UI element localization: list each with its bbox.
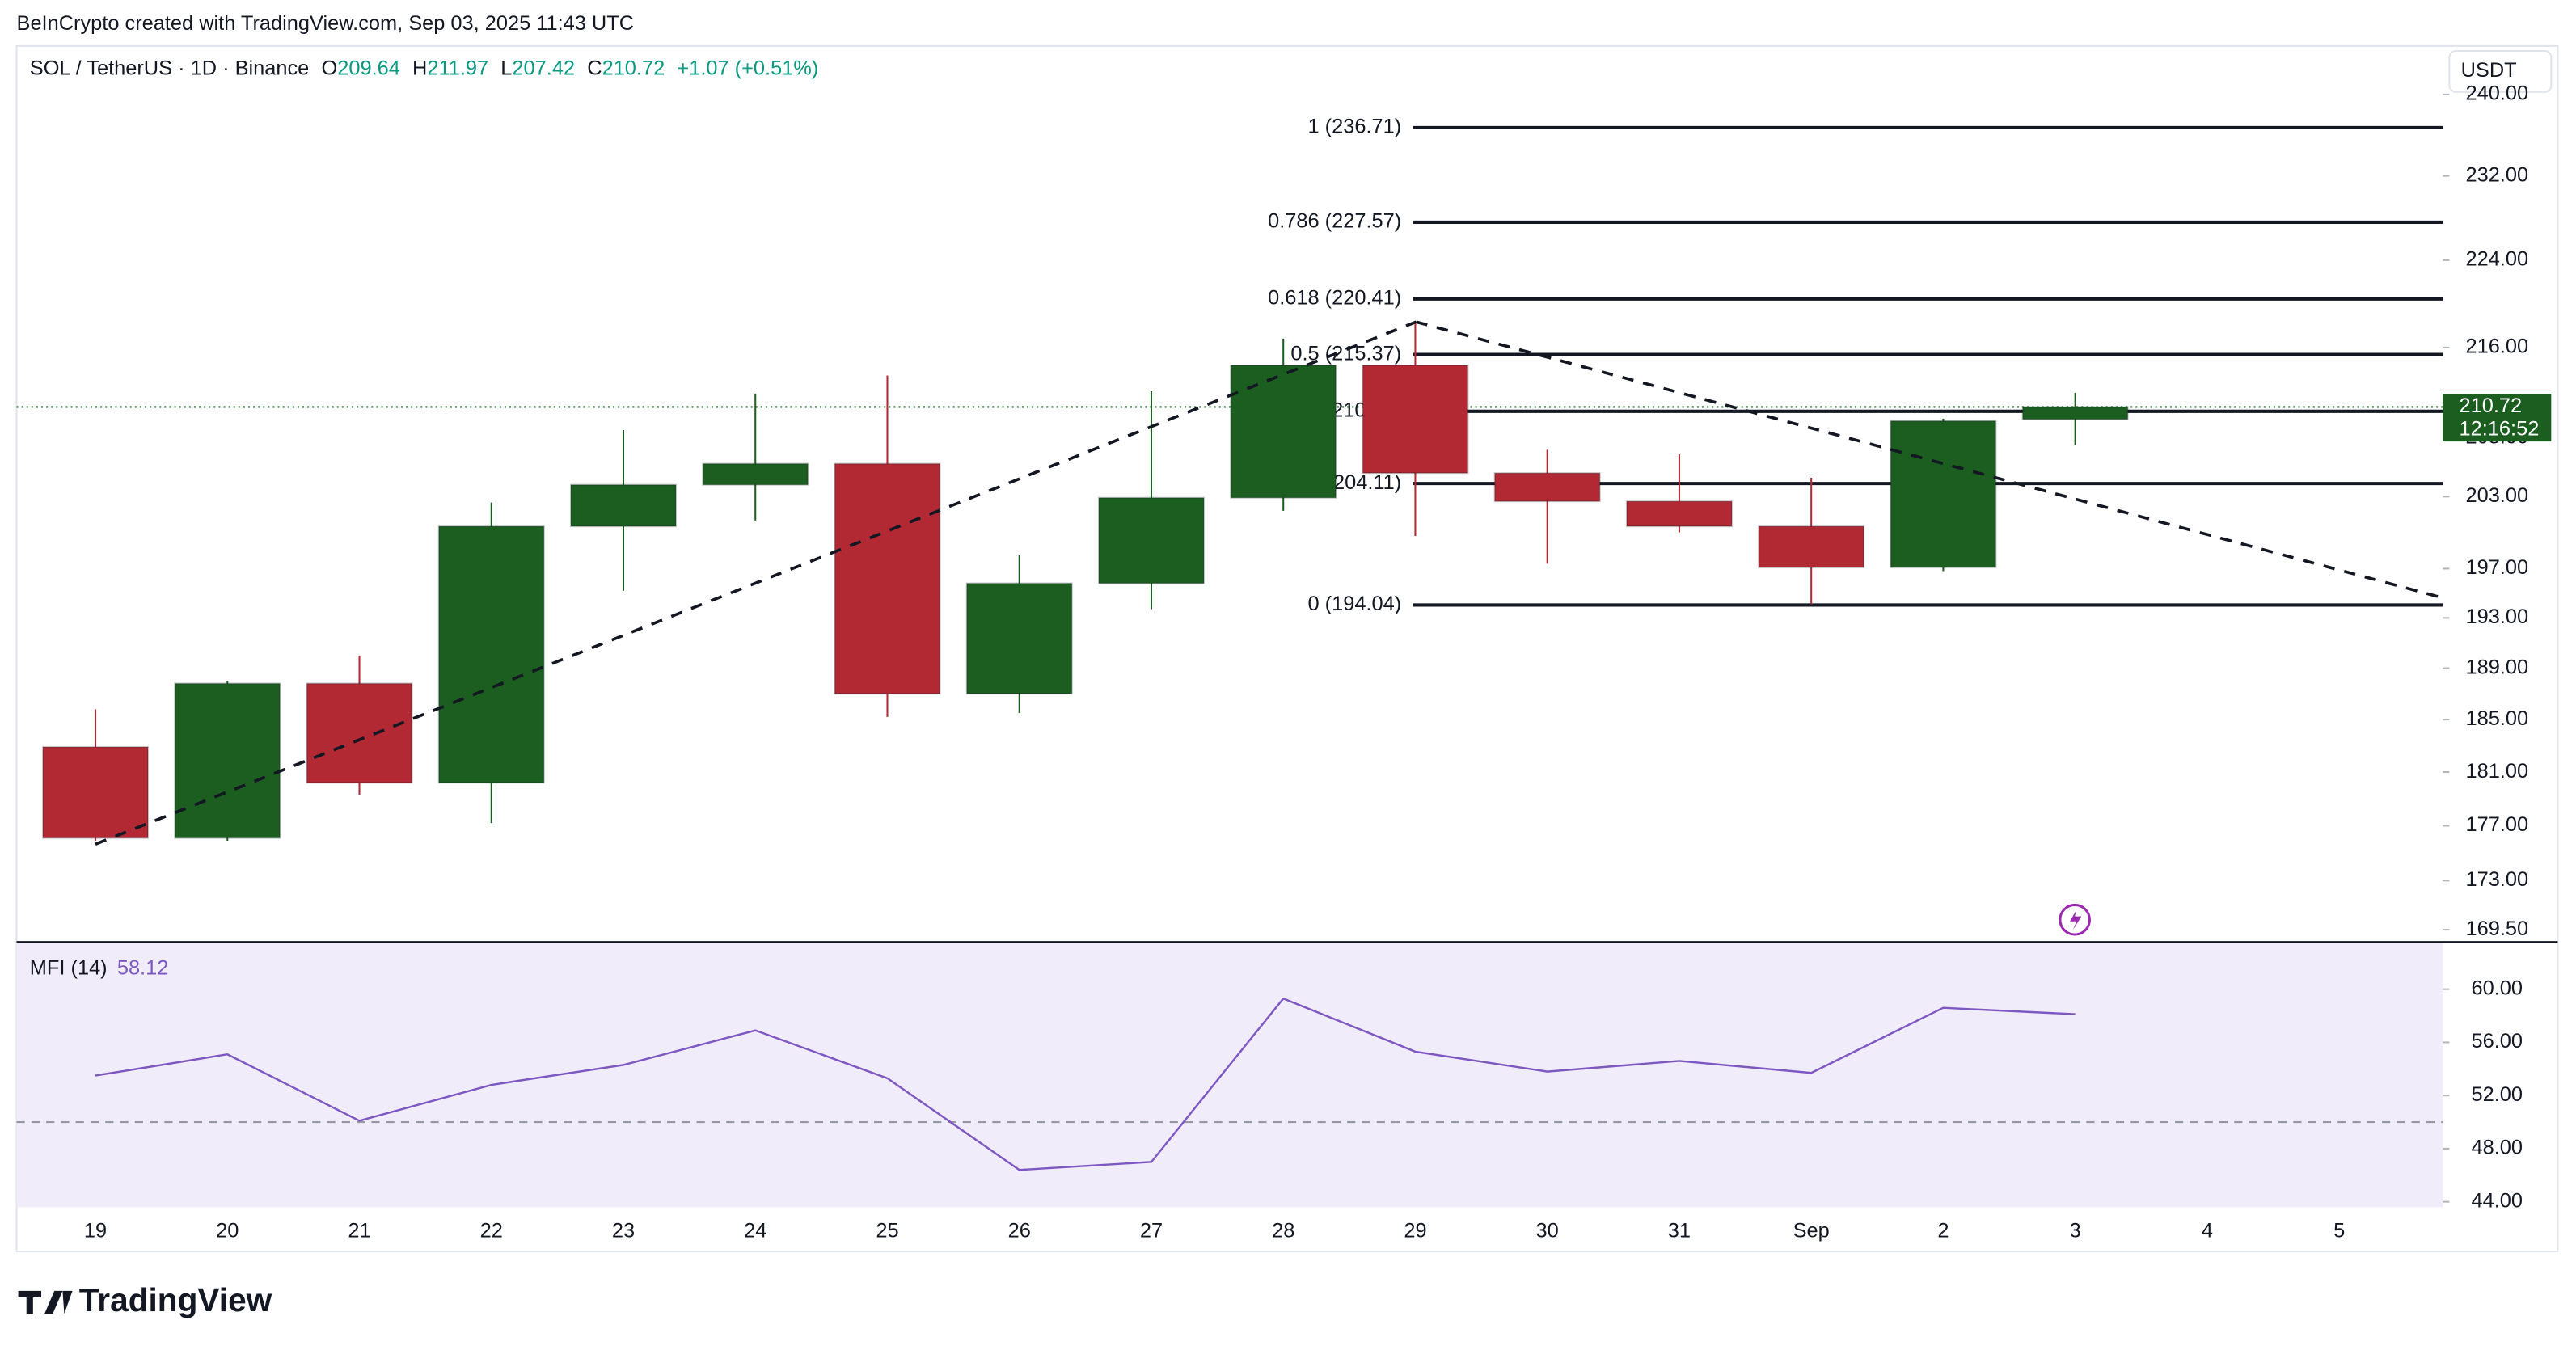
x-tick-label: 21	[348, 1219, 370, 1242]
brand: TradingView	[79, 1281, 272, 1318]
fib-label: 0.618 (220.41)	[1268, 287, 1401, 310]
candle-body	[2021, 406, 2129, 420]
fib-label: 0.5 (215.37)	[1290, 342, 1401, 365]
y-tick-label: 224.00	[2465, 248, 2528, 271]
x-tick-label: 5	[2333, 1219, 2345, 1242]
y-tick-label: 181.00	[2465, 760, 2528, 783]
x-tick-label: 27	[1140, 1219, 1163, 1242]
mfi-line	[95, 997, 2076, 1171]
mfi-value: 58.12	[117, 956, 169, 979]
candle-body	[1230, 364, 1337, 499]
y-tick-label: 60.00	[2472, 977, 2523, 999]
x-tick-label: 28	[1272, 1219, 1294, 1242]
y-tick-label: 189.00	[2465, 656, 2528, 678]
candle-body	[702, 462, 809, 486]
fib-label: 0.786 (227.57)	[1268, 210, 1401, 233]
candle-body	[42, 746, 150, 839]
y-tick-label: 216.00	[2465, 335, 2528, 358]
x-tick-label: 20	[216, 1219, 239, 1242]
ohlc-value: 207.42	[512, 57, 575, 79]
credit: BeInCrypto created with TradingView.com,…	[17, 12, 635, 35]
mfi-legend: MFI (14) 58.12	[30, 956, 169, 979]
candle-body	[174, 682, 281, 839]
candle-body	[965, 582, 1073, 695]
ohlc-value: 211.97	[427, 57, 488, 79]
y-tick-label: 44.00	[2472, 1189, 2523, 1212]
ohlc-key: H	[412, 57, 427, 79]
frame	[15, 44, 2559, 1253]
ohlc-key: L	[500, 57, 512, 79]
y-tick-label: 240.00	[2465, 82, 2528, 105]
x-tick-label: 26	[1008, 1219, 1031, 1242]
candle-body	[437, 525, 545, 784]
x-tick-label: 23	[612, 1219, 635, 1242]
x-tick-label: 3	[2070, 1219, 2081, 1242]
fib-label: 0 (194.04)	[1307, 593, 1401, 615]
y-tick-label: 203.00	[2465, 484, 2528, 507]
currency: USDT	[2461, 59, 2517, 82]
x-tick-label: 2	[1937, 1219, 1949, 1242]
y-tick-label: 232.00	[2465, 163, 2528, 186]
last-price-label: 210.72	[2460, 394, 2523, 417]
x-tick-label: 30	[1536, 1219, 1559, 1242]
fib-label: 1 (236.71)	[1307, 116, 1401, 138]
candle-body	[1097, 496, 1205, 584]
y-tick-label: 177.00	[2465, 813, 2528, 836]
mfi-background	[16, 943, 2443, 1208]
legend: SOL / TetherUS · 1D · Binance O209.64 H2…	[30, 57, 819, 79]
ohlc-key: O	[322, 57, 338, 79]
x-tick-label: 4	[2202, 1219, 2213, 1242]
y-tick-label: 48.00	[2472, 1137, 2523, 1159]
logo-icon	[18, 1290, 73, 1314]
candle-body	[834, 462, 941, 695]
y-tick-label: 173.00	[2465, 868, 2528, 891]
x-tick-label: 31	[1668, 1219, 1691, 1242]
x-tick-label: Sep	[1793, 1219, 1830, 1242]
y-tick-label: 169.50	[2465, 918, 2528, 940]
ohlc-value: 210.72	[602, 57, 665, 79]
x-tick-label: 25	[876, 1219, 898, 1242]
change: +1.07 (+0.51%)	[677, 57, 818, 79]
candle-body	[1758, 525, 1865, 568]
ohlc-key: C	[587, 57, 602, 79]
candle-body	[1362, 364, 1469, 475]
mfi-title: MFI (14)	[30, 956, 108, 979]
event-icon-bolt	[2070, 909, 2082, 930]
symbol: SOL / TetherUS · 1D · Binance	[30, 57, 310, 79]
countdown: 12:16:52	[2460, 418, 2540, 441]
candle-body	[1493, 472, 1601, 503]
currency-button[interactable]	[2448, 49, 2553, 93]
plot: 19 20 21 22 23 24 25 26 27 28 29 30 31 Sep 2 3 4 5240.002…	[16, 82, 2528, 1242]
candle-body	[1890, 420, 1997, 568]
x-tick-label: 24	[744, 1219, 766, 1242]
candle-body	[569, 483, 678, 528]
x-tick-label: 29	[1404, 1219, 1426, 1242]
candle-body	[1625, 500, 1733, 528]
y-tick-label: 193.00	[2465, 605, 2528, 628]
candle-body	[306, 682, 413, 784]
y-tick-label: 56.00	[2472, 1030, 2523, 1053]
x-tick-label: 19	[84, 1219, 107, 1242]
trend-line	[1415, 320, 2443, 600]
y-tick-label: 197.00	[2465, 556, 2528, 579]
y-tick-label: 52.00	[2472, 1083, 2523, 1106]
last-price-tag	[2443, 394, 2552, 442]
ohlc-value: 209.64	[337, 57, 400, 79]
y-tick-label: 185.00	[2465, 707, 2528, 730]
x-tick-label: 22	[480, 1219, 503, 1242]
trend-line	[95, 320, 1417, 846]
